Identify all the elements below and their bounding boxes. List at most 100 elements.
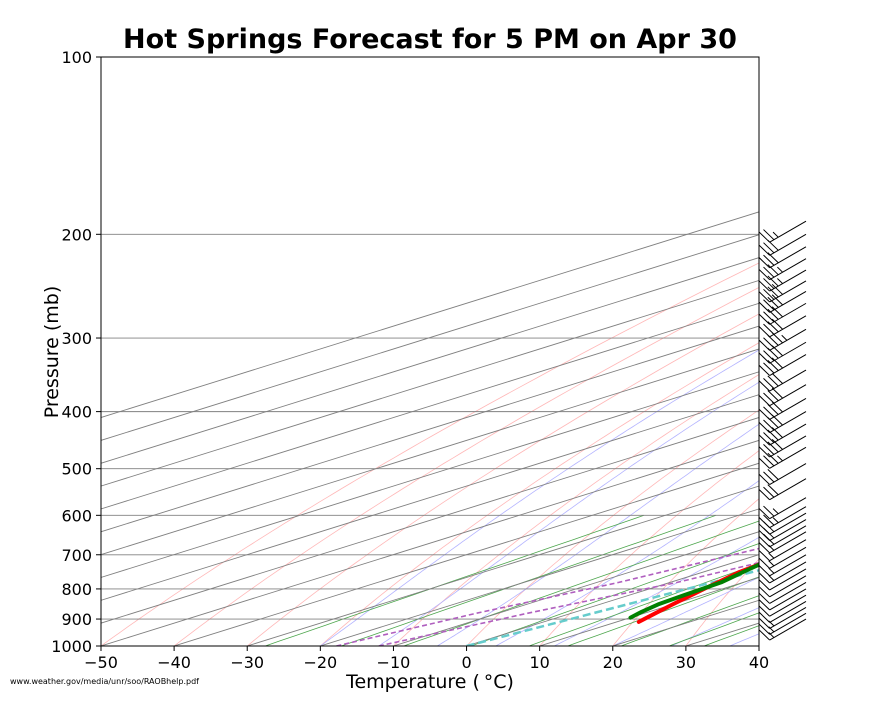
wind-barb-flag bbox=[767, 469, 779, 480]
wind-barb-flag bbox=[758, 536, 770, 548]
wind-barbs bbox=[758, 220, 807, 641]
wind-barb-staff bbox=[769, 290, 807, 313]
wind-barb-flag bbox=[767, 321, 779, 333]
wind-barb bbox=[758, 582, 807, 604]
wind-barb bbox=[758, 546, 807, 569]
x-tick-label: −40 bbox=[157, 653, 191, 672]
wind-barb-flag bbox=[763, 419, 775, 431]
wind-barb-staff bbox=[769, 588, 807, 611]
y-tick-label: 700 bbox=[61, 546, 92, 565]
wind-barb-staff bbox=[769, 531, 807, 554]
wind-barb-staff bbox=[769, 220, 807, 243]
wind-barb bbox=[758, 575, 807, 598]
wind-barb bbox=[758, 354, 807, 376]
wind-barb bbox=[758, 328, 807, 351]
wind-barb-half-flag bbox=[768, 552, 775, 559]
mixing-ratio-line bbox=[703, 625, 759, 646]
y-axis: 1000 900 800 700 600 500 400 300 200 100 bbox=[51, 48, 101, 656]
wind-barb-flag bbox=[771, 414, 783, 426]
wind-barb bbox=[758, 600, 807, 623]
wind-barb-staff bbox=[769, 618, 807, 641]
wind-barb-flag bbox=[758, 599, 770, 611]
wind-barb-staff bbox=[769, 582, 807, 604]
wind-barb-flag bbox=[771, 345, 783, 357]
wind-barb-half-flag bbox=[777, 278, 783, 284]
wind-barb-half-flag bbox=[772, 231, 779, 238]
wind-barb-staff bbox=[769, 512, 807, 535]
x-tick-label: 10 bbox=[529, 653, 549, 672]
wind-barb-flag bbox=[763, 505, 775, 517]
isotherm bbox=[101, 211, 759, 418]
wind-barb bbox=[758, 315, 807, 338]
wind-barb-flag bbox=[758, 474, 770, 485]
wind-barb-half-flag bbox=[768, 626, 775, 633]
y-axis-label: Pressure (mb) bbox=[41, 286, 63, 419]
wind-barb-staff bbox=[769, 568, 807, 591]
wind-barb-flag bbox=[763, 350, 775, 362]
isotherm bbox=[101, 279, 759, 487]
dewpoint-profile bbox=[628, 562, 759, 620]
y-tick-label: 100 bbox=[61, 48, 92, 67]
wind-barb-flag bbox=[767, 404, 779, 415]
wind-barb-staff bbox=[769, 506, 807, 529]
wind-barb-flag bbox=[763, 432, 775, 443]
wind-barb-flag bbox=[767, 239, 779, 251]
wind-barb-flag bbox=[758, 572, 770, 584]
dry-adiabat bbox=[319, 342, 759, 646]
wind-barb-flag bbox=[758, 313, 770, 325]
wind-barb bbox=[758, 446, 807, 469]
wind-barb-staff bbox=[769, 539, 807, 562]
wind-barb-staff bbox=[769, 600, 807, 623]
wind-barb-flag bbox=[758, 365, 770, 376]
wind-barb-flag bbox=[763, 527, 775, 539]
wind-barb-flag bbox=[763, 521, 775, 533]
wind-barb-flag bbox=[767, 296, 779, 308]
wind-barb-flag bbox=[767, 275, 779, 287]
isotherm bbox=[101, 257, 759, 464]
dry-adiabat bbox=[539, 450, 759, 646]
wind-barb-flag bbox=[758, 586, 770, 598]
chart-title: Hot Springs Forecast for 5 PM on Apr 30 bbox=[123, 24, 737, 55]
wind-barb-flag bbox=[758, 489, 770, 501]
isotherm bbox=[101, 439, 759, 646]
moist-adiabat bbox=[378, 381, 759, 646]
isotherm bbox=[101, 371, 759, 578]
wind-barb-staff bbox=[769, 369, 807, 392]
wind-barb-flag bbox=[763, 278, 775, 289]
wind-barb-half-flag bbox=[768, 632, 775, 638]
wind-barb-staff bbox=[769, 497, 807, 520]
wind-barb-flag bbox=[758, 565, 770, 577]
wind-barb-staff bbox=[769, 435, 807, 458]
x-axis-label: Temperature ( °C) bbox=[345, 671, 514, 693]
wind-barb-flag bbox=[758, 269, 770, 281]
wind-barb-staff bbox=[769, 246, 807, 269]
wind-barb-flag bbox=[763, 486, 775, 498]
x-tick-label: −20 bbox=[303, 653, 337, 672]
wind-barb-flag bbox=[758, 380, 770, 392]
wind-barb-half-flag bbox=[768, 544, 775, 551]
wind-barb bbox=[758, 258, 807, 281]
wind-barb-half-flag bbox=[768, 575, 775, 581]
wind-barb bbox=[758, 369, 807, 392]
dry-adiabat bbox=[101, 262, 759, 646]
wind-barb bbox=[758, 463, 807, 485]
wind-barb-flag bbox=[763, 362, 775, 374]
wind-barb bbox=[758, 606, 807, 629]
wind-barb-staff bbox=[769, 302, 807, 325]
wind-barb-flag bbox=[771, 283, 783, 295]
wind-barb-flag bbox=[758, 542, 770, 554]
wind-barb-flag bbox=[771, 294, 783, 306]
isotherm bbox=[101, 325, 759, 533]
wind-barb-flag bbox=[758, 280, 770, 292]
wind-barb bbox=[758, 531, 807, 554]
wind-barb bbox=[758, 618, 807, 641]
wind-barb-flag bbox=[767, 375, 779, 387]
wind-barb-flag bbox=[758, 422, 770, 433]
x-tick-label: −50 bbox=[84, 653, 118, 672]
wind-barb-flag bbox=[758, 579, 770, 591]
wind-barb-flag bbox=[767, 417, 779, 428]
wind-barb bbox=[758, 341, 807, 364]
isotherm bbox=[465, 554, 759, 646]
wind-barb-half-flag bbox=[768, 567, 775, 574]
wind-barb bbox=[758, 612, 807, 635]
